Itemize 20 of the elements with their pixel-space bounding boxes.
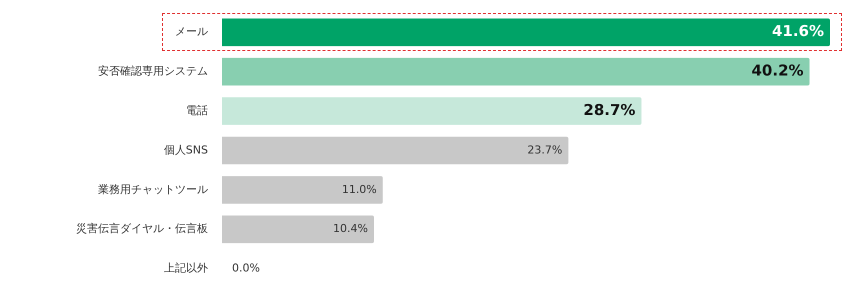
data-label: 41.6%	[772, 22, 824, 40]
y-tick-label: 電話	[186, 104, 208, 117]
data-label: 10.4%	[333, 222, 368, 236]
bar	[222, 58, 810, 86]
bar	[222, 97, 642, 125]
data-label: 23.7%	[527, 143, 562, 156]
y-tick-label: 業務用チャットツール	[98, 182, 208, 196]
data-label: 0.0%	[232, 262, 260, 275]
data-label: 40.2%	[751, 62, 804, 80]
y-tick-label: 災害伝言ダイヤル・伝言板	[76, 222, 208, 236]
y-tick-label: メール	[175, 25, 208, 38]
bar	[222, 216, 374, 244]
bar	[222, 136, 568, 164]
y-tick-label: 個人SNS	[164, 143, 208, 156]
data-label: 11.0%	[342, 182, 377, 196]
data-label: 28.7%	[583, 100, 636, 119]
y-tick-label: 安否確認専用システム	[98, 64, 208, 78]
y-tick-label: 上記以外	[164, 262, 208, 275]
bar	[222, 18, 830, 46]
bar	[222, 176, 383, 204]
